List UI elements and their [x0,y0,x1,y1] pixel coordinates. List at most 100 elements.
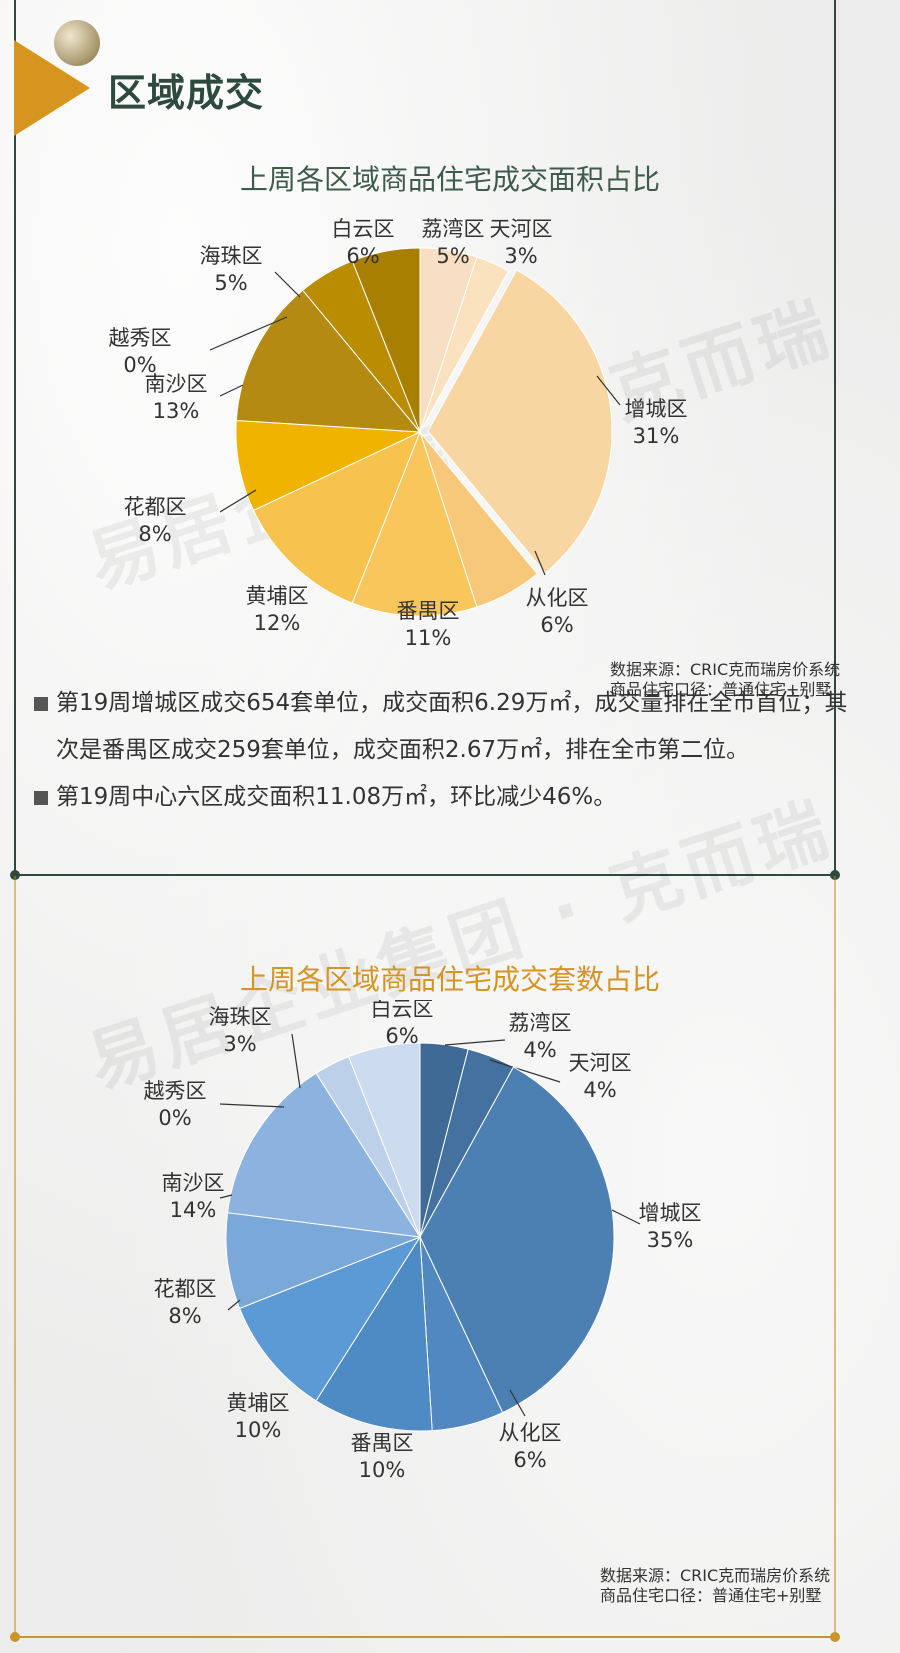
value-label: 13% [153,399,200,423]
category-label: 越秀区 [109,326,172,350]
area-share-pie-chart: 荔湾区 5% 天河区 3% 增城区 31% 从化区 6% 番禺区 11% 黄埔区 12% 花都区 8% 南沙… [109,217,688,650]
value-label: 35% [647,1228,694,1252]
header-circle-icon [54,20,100,66]
value-label: 6% [513,1448,546,1472]
leader-line-越秀区 [209,316,288,351]
bottom-dot-right [830,1632,840,1642]
category-label: 从化区 [499,1421,562,1445]
section-title: 区域成交 [108,71,265,115]
leader-line-海珠区 [274,271,301,298]
leader-line-花都区 [219,489,257,513]
chart2-scope: 商品住宅口径：普通住宅+别墅 [600,1586,822,1605]
frame-left-line [14,0,16,880]
value-label: 8% [138,522,171,546]
category-label: 番禺区 [351,1431,414,1455]
value-label: 5% [436,244,469,268]
chart1-scope: 商品住宅口径：普通住宅+别墅 [610,680,832,699]
divider-dot-left [10,870,20,880]
category-label: 荔湾区 [422,217,485,241]
category-label: 花都区 [154,1277,217,1301]
leader-line-从化区 [534,550,546,576]
chart1-source-note: 数据来源：CRIC克而瑞房价系统 商品住宅口径：普通住宅+别墅 [610,660,840,700]
frame-left-line-lower [14,876,16,1636]
value-label: 0% [123,353,156,377]
pie-slice-增城区 [419,1066,615,1414]
leader-line-天河区 [489,1059,561,1083]
leader-line-花都区 [227,1299,241,1311]
category-label: 海珠区 [209,1005,272,1029]
value-label: 6% [346,244,379,268]
chart2-source-note: 数据来源：CRIC克而瑞房价系统 商品住宅口径：普通住宅+别墅 [600,1566,830,1606]
leader-line-增城区 [611,1209,641,1225]
leader-line-增城区 [596,375,621,406]
note-item: 第19周增城区成交654套单位，成交面积6.29万㎡，成交量排在全市首位；其次是… [34,680,864,774]
note-item: 第19周中心六区成交面积11.08万㎡，环比减少46%。 [34,774,864,821]
category-label: 花都区 [124,495,187,519]
value-label: 6% [540,613,573,637]
value-label: 10% [359,1458,406,1482]
value-label: 0% [158,1106,191,1130]
leader-line-越秀区 [219,1103,285,1108]
bullet-square-icon [34,791,48,805]
category-label: 南沙区 [145,372,208,396]
frame-right-line-lower [834,876,836,1636]
pie-slice-番禺区 [315,1235,433,1432]
category-label: 增城区 [625,397,688,421]
section-divider [14,874,836,876]
bullet-square-icon [34,697,48,711]
category-label: 白云区 [332,217,395,241]
value-label: 14% [170,1198,217,1222]
value-label: 12% [254,611,301,635]
pie-slice-黄埔区 [238,1235,422,1402]
category-label: 荔湾区 [509,1011,572,1035]
pie-slice-花都区 [225,1212,421,1310]
value-label: 5% [214,271,247,295]
category-label: 番禺区 [397,599,460,623]
frame-right-line [834,0,836,880]
count-share-pie-chart: 荔湾区 4% 天河区 4% 增城区 35% 从化区 6% 番禺区 10% 黄埔区 10% 花都区 8% 南沙… [144,1000,702,1482]
leader-line-荔湾区 [444,1039,506,1046]
leader-line-南沙区 [219,1194,233,1199]
value-label: 10% [235,1418,282,1442]
category-label: 增城区 [639,1201,702,1225]
pie-slice-番禺区 [351,430,478,617]
category-label: 天河区 [569,1051,632,1075]
category-label: 白云区 [371,1000,434,1021]
leader-line-从化区 [509,1389,526,1417]
notes-block: 第19周增城区成交654套单位，成交面积6.29万㎡，成交量排在全市首位；其次是… [34,680,864,821]
value-label: 4% [583,1078,616,1102]
value-label: 8% [168,1304,201,1328]
pie-slice-白云区 [351,247,421,433]
value-label: 4% [523,1038,556,1062]
chart1-title: 上周各区域商品住宅成交面积占比 [239,163,660,196]
category-label: 越秀区 [144,1079,207,1103]
bottom-dot-left [10,1632,20,1642]
pie-slice-黄埔区 [252,431,421,604]
divider-dot-right [830,870,840,880]
pie-slice-白云区 [347,1042,421,1238]
pie-slice-增城区 [427,269,613,574]
category-label: 海珠区 [200,244,263,268]
pie-slice-南沙区 [235,289,422,433]
value-label: 11% [405,626,452,650]
value-label: 3% [504,244,537,268]
leader-line-南沙区 [219,384,244,397]
category-label: 黄埔区 [227,1391,290,1415]
note-text: 第19周增城区成交654套单位，成交面积6.29万㎡，成交量排在全市首位；其次是… [56,690,848,763]
leader-line-海珠区 [291,1033,301,1089]
pie-slice-南沙区 [226,1072,421,1238]
chart2-title: 上周各区域商品住宅成交套数占比 [239,963,660,996]
chart1-source: 数据来源：CRIC克而瑞房价系统 [610,660,841,679]
bottom-divider [14,1636,836,1638]
pie-slice-天河区 [419,256,510,433]
value-label: 31% [633,424,680,448]
category-label: 天河区 [490,217,553,241]
category-label: 从化区 [526,586,589,610]
note-text: 第19周中心六区成交面积11.08万㎡，环比减少46%。 [56,784,617,810]
pie-slice-花都区 [235,419,421,512]
value-label: 6% [385,1024,418,1048]
category-label: 南沙区 [162,1171,225,1195]
chart2-source: 数据来源：CRIC克而瑞房价系统 [600,1566,831,1585]
value-label: 3% [223,1032,256,1056]
category-label: 黄埔区 [246,584,309,608]
